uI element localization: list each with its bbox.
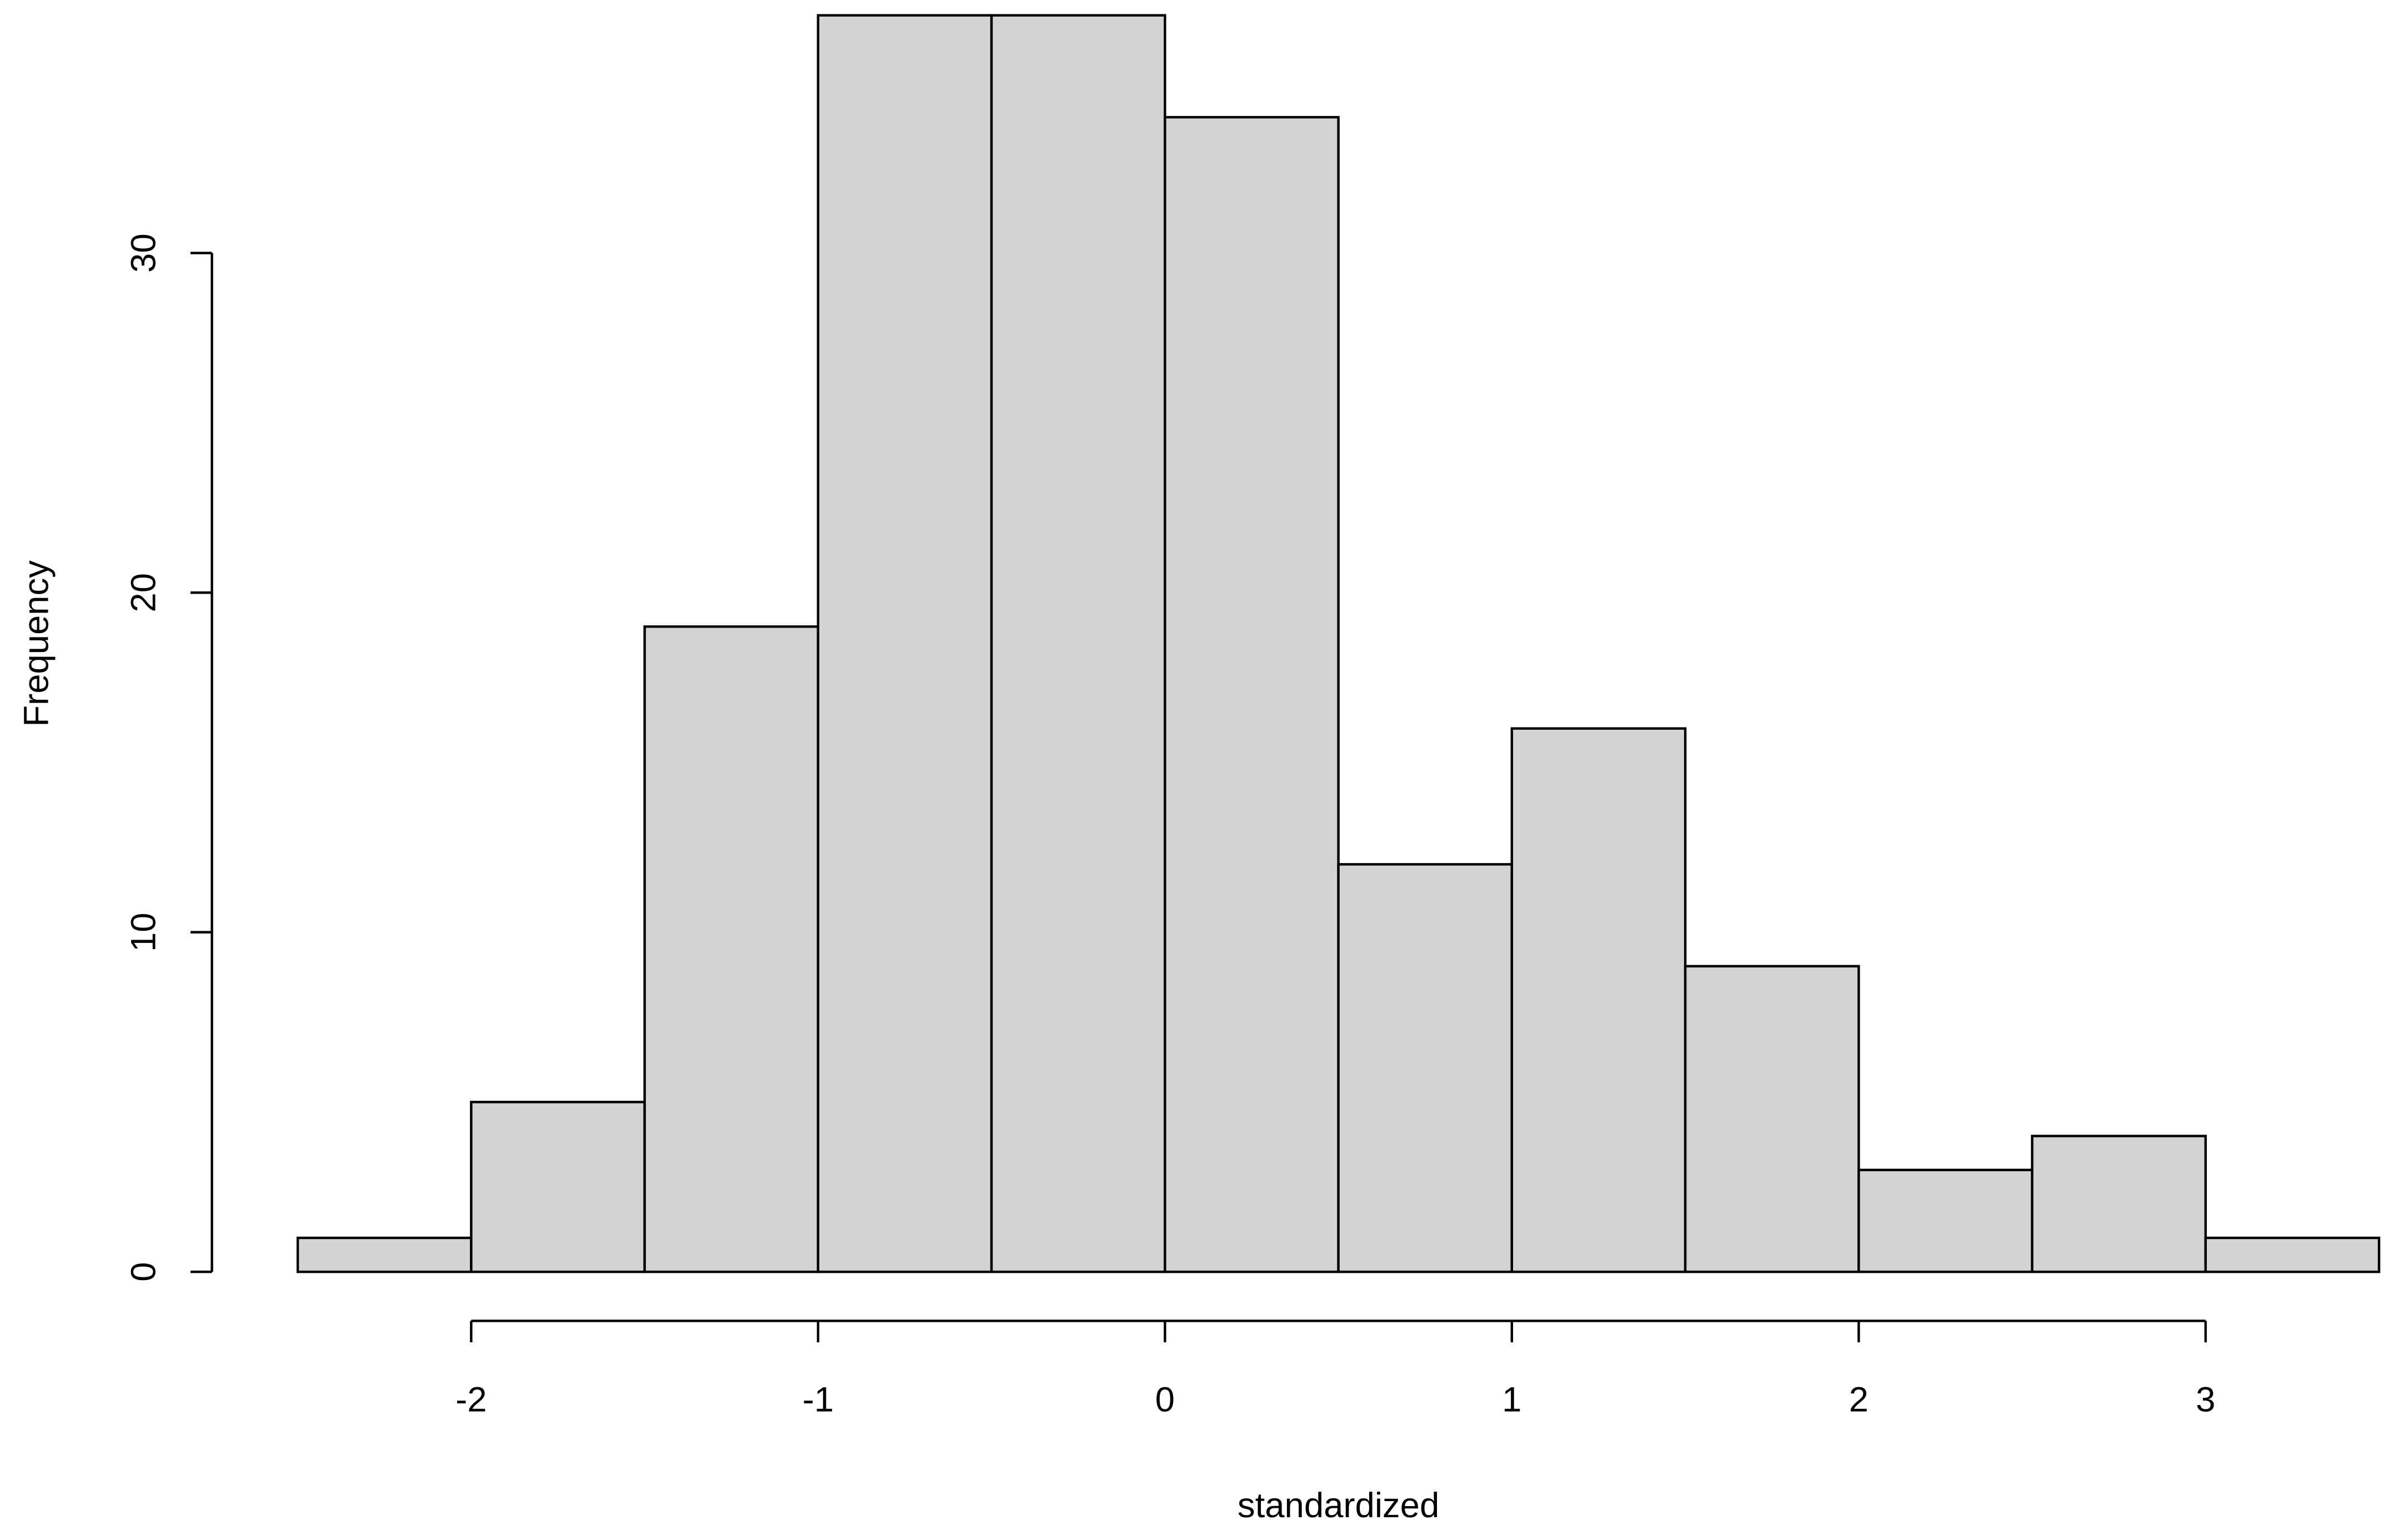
x-tick-label: -1: [803, 1380, 834, 1419]
y-tick-label: 30: [124, 233, 163, 273]
bar: [1857, 1168, 2034, 1273]
x-tick-label: 3: [2196, 1380, 2215, 1419]
y-tick-label: 20: [124, 573, 163, 613]
bar: [990, 14, 1166, 1273]
bar: [643, 625, 820, 1273]
bar: [1164, 116, 1340, 1273]
bar: [1337, 863, 1514, 1273]
bar: [2204, 1236, 2381, 1273]
bar: [1684, 965, 1860, 1273]
y-axis-label: Frequency: [17, 560, 56, 727]
x-axis-label: standardized: [1238, 1486, 1439, 1525]
x-tick-label: 2: [1849, 1380, 1869, 1419]
bar: [817, 14, 993, 1273]
x-tick-label: 0: [1155, 1380, 1175, 1419]
y-tick-label: 10: [124, 912, 163, 952]
bar: [296, 1236, 473, 1273]
x-tick-label: 1: [1502, 1380, 1521, 1419]
x-tick-label: -2: [455, 1380, 487, 1419]
bar: [2031, 1135, 2207, 1273]
y-tick-label: 0: [124, 1262, 163, 1281]
bar: [1510, 727, 1687, 1273]
bar: [470, 1101, 646, 1273]
